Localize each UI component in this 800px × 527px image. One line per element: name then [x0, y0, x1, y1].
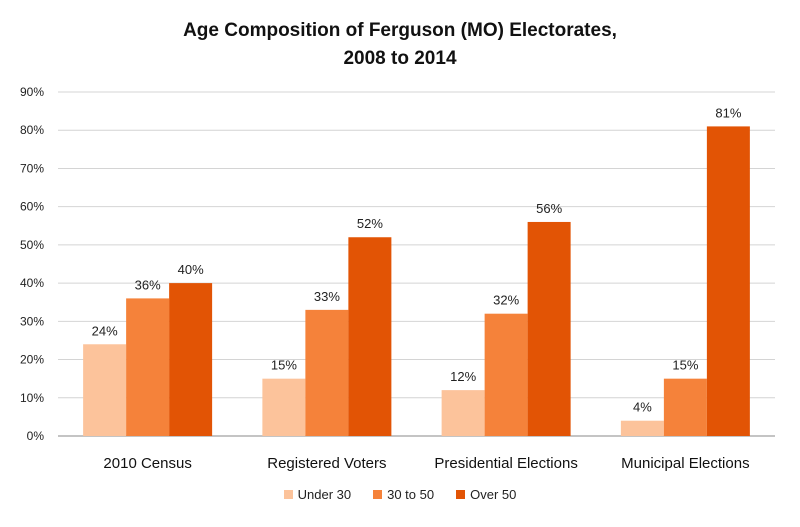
data-label: 32% [493, 293, 519, 308]
data-label: 52% [357, 216, 383, 231]
x-category-label: 2010 Census [103, 455, 191, 472]
legend-swatch [373, 490, 383, 499]
bar [83, 344, 127, 436]
data-label: 4% [633, 400, 652, 415]
legend-label: Under 30 [297, 487, 352, 502]
x-category-label: Presidential Elections [434, 455, 577, 472]
bar [663, 378, 707, 436]
y-tick-label: 0% [27, 429, 45, 443]
legend-swatch [283, 490, 293, 499]
data-label: 36% [135, 277, 161, 292]
bar [348, 237, 392, 436]
legend-swatch [456, 490, 466, 499]
data-label: 15% [271, 358, 297, 373]
legend-item: Under 30 [283, 487, 352, 502]
legend-item: 30 to 50 [373, 487, 434, 502]
data-label: 40% [178, 262, 204, 277]
y-tick-label: 20% [20, 353, 44, 367]
bar [262, 378, 306, 436]
data-label: 15% [672, 358, 698, 373]
data-label: 12% [450, 369, 476, 384]
legend: Under 30 30 to 50 Over 50 [0, 487, 800, 502]
legend-label: Over 50 [470, 487, 517, 502]
data-label: 81% [715, 105, 741, 120]
y-tick-label: 90% [20, 85, 44, 99]
bar [305, 309, 349, 436]
data-label: 56% [536, 201, 562, 216]
data-label: 24% [92, 323, 118, 338]
y-tick-label: 60% [20, 200, 44, 214]
bar [126, 298, 170, 436]
bar [169, 283, 213, 436]
legend-label: 30 to 50 [387, 487, 435, 502]
bar [441, 390, 485, 436]
y-tick-label: 80% [20, 123, 44, 137]
y-tick-label: 30% [20, 314, 44, 328]
chart-title: Age Composition of Ferguson (MO) Elector… [183, 20, 617, 41]
bar [620, 420, 664, 436]
x-category-label: Municipal Elections [621, 455, 749, 472]
y-tick-label: 10% [20, 391, 44, 405]
y-tick-label: 50% [20, 238, 44, 252]
y-tick-label: 40% [20, 276, 44, 290]
chart-subtitle: 2008 to 2014 [343, 48, 457, 69]
data-label: 33% [314, 289, 340, 304]
bar [484, 313, 528, 436]
bar [527, 221, 571, 436]
x-category-label: Registered Voters [267, 455, 386, 472]
y-tick-label: 70% [20, 161, 44, 175]
legend-item: Over 50 [456, 487, 516, 502]
bar [706, 126, 750, 437]
